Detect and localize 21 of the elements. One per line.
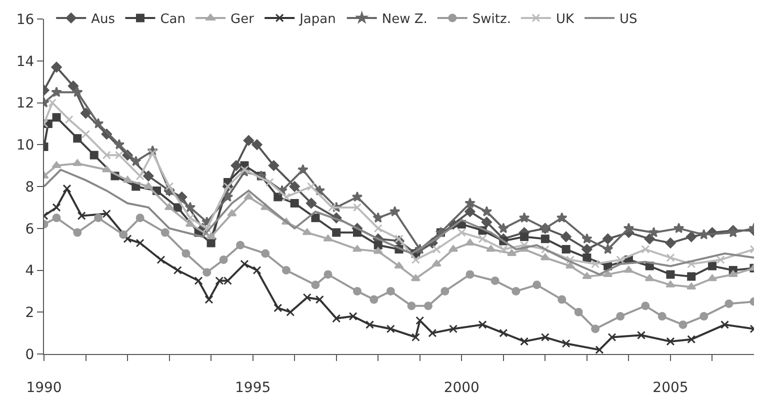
y-tick-label: 2	[25, 305, 34, 322]
legend-label: Aus	[91, 12, 116, 28]
y-tick-label: 12	[16, 96, 34, 112]
y-tick-label: 14	[16, 54, 34, 70]
legend-label: Ger	[230, 12, 255, 28]
y-tick-label: 6	[25, 221, 34, 238]
y-tick-label: 8	[25, 179, 34, 196]
x-tick-label: 2000	[444, 380, 480, 396]
x-tick-label: 1995	[235, 380, 271, 396]
legend-label: UK	[556, 12, 574, 28]
legend-label: US	[619, 12, 638, 28]
legend-label: Japan	[298, 12, 336, 28]
y-tick-label: 4	[25, 263, 34, 280]
x-tick-label: 2005	[652, 380, 688, 396]
legend-label: Switz.	[472, 12, 511, 28]
y-tick-label: 10	[16, 138, 34, 154]
legend-label: Can	[160, 12, 186, 28]
x-tick-label: 1990	[26, 380, 62, 396]
y-tick-label: 16	[16, 12, 34, 28]
y-tick-label: 0	[25, 346, 34, 363]
legend-label: New Z.	[382, 12, 428, 28]
